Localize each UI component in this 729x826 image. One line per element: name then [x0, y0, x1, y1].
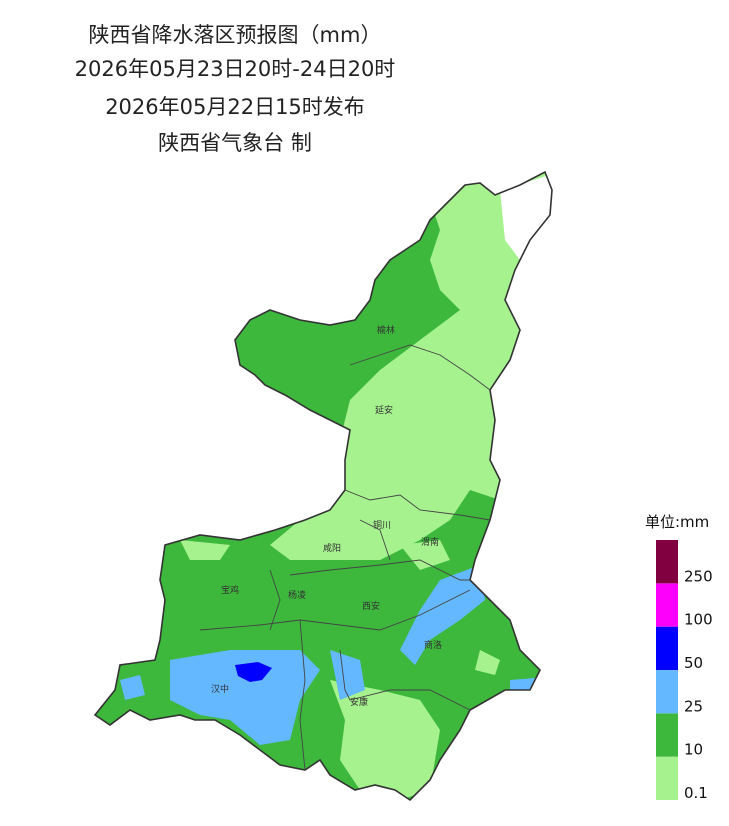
- issued: 2026年05月22日15时发布: [105, 95, 365, 119]
- city-label: 榆林: [377, 324, 395, 336]
- legend-swatch: [656, 670, 678, 714]
- legend-tick-label: 250: [684, 567, 713, 585]
- city-label: 西安: [362, 600, 380, 612]
- legend-tick-label: 10: [684, 741, 703, 759]
- city-label: 杨凌: [288, 589, 306, 601]
- legend-swatch: [656, 583, 678, 627]
- city-label: 渭南: [421, 536, 439, 548]
- city-label: 宝鸡: [221, 584, 239, 596]
- area-01b: [180, 540, 500, 800]
- legend: 单位:mm 0.1 10 25 50 100 250: [645, 513, 713, 802]
- legend-swatch: [656, 540, 678, 584]
- area-25: [120, 565, 535, 745]
- legend-title: 单位:mm: [645, 513, 709, 531]
- legend-swatch: [656, 626, 678, 670]
- city-label: 延安: [375, 404, 393, 416]
- city-label: 商洛: [424, 639, 442, 651]
- title: 陕西省降水落区预报图（mm）: [89, 23, 382, 47]
- period: 2026年05月23日20时-24日20时: [75, 57, 396, 81]
- city-label: 汉中: [211, 683, 229, 695]
- city-label: 咸阳: [323, 542, 341, 554]
- issuer: 陕西省气象台 制: [158, 131, 312, 155]
- legend-swatch: [656, 713, 678, 757]
- legend-tick-label: 0.1: [684, 784, 708, 802]
- city-label: 安康: [350, 696, 368, 708]
- city-borders: [199, 344, 491, 771]
- legend-tick-label: 50: [684, 654, 703, 672]
- legend-tick-label: 100: [684, 611, 713, 629]
- city-label: 铜川: [373, 519, 391, 531]
- legend-tick-label: 25: [684, 697, 703, 715]
- area-50: [235, 662, 272, 682]
- legend-swatch: [656, 756, 678, 800]
- rain-areas: [95, 172, 552, 800]
